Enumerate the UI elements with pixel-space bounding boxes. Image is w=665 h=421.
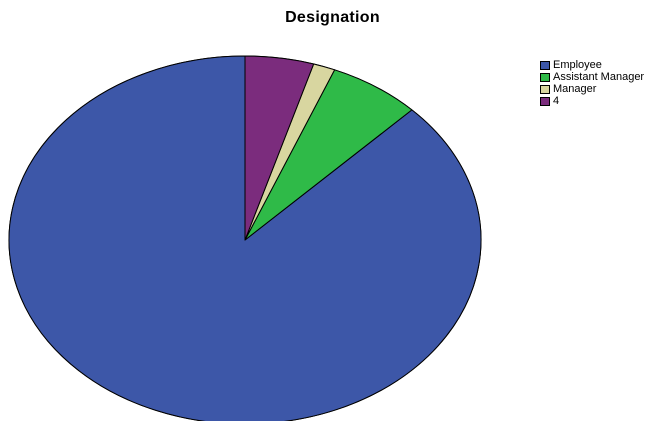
- legend-label-employee: Employee: [553, 59, 602, 71]
- chart-legend: Employee Assistant Manager Manager 4: [540, 59, 664, 107]
- legend-item-manager: Manager: [540, 83, 664, 95]
- chart-title: Designation: [285, 9, 380, 26]
- pie-slice-4: [244, 55, 315, 241]
- legend-item-assistant-manager: Assistant Manager: [540, 71, 664, 83]
- legend-item-4: 4: [540, 95, 664, 107]
- legend-swatch-manager: [540, 84, 550, 94]
- legend-label-assistant-manager: Assistant Manager: [553, 71, 645, 83]
- legend-swatch-employee: [540, 60, 550, 70]
- legend-item-employee: Employee: [540, 59, 664, 71]
- legend-swatch-4: [540, 96, 550, 106]
- legend-swatch-assistant-manager: [540, 72, 550, 82]
- legend-label-manager: Manager: [553, 83, 597, 95]
- legend-label-4: 4: [553, 95, 560, 107]
